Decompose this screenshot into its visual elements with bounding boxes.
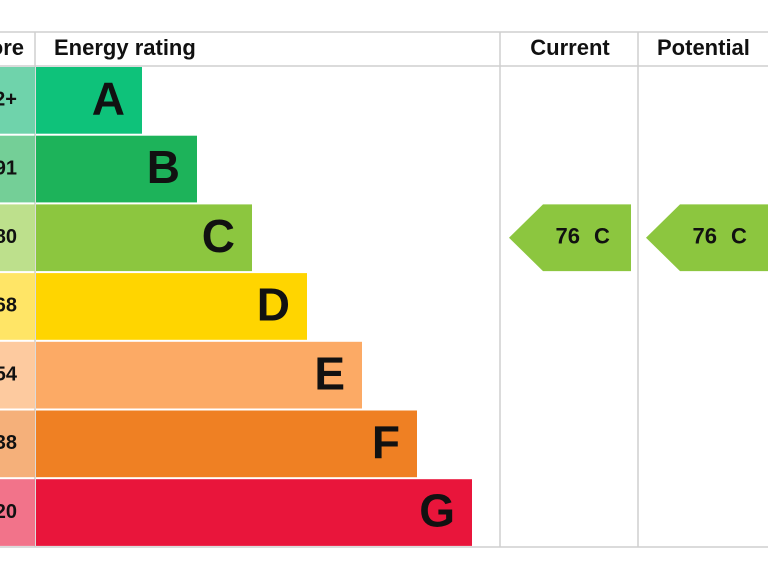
score-range: 81-91 — [0, 157, 17, 179]
score-range: 1-20 — [0, 501, 17, 523]
band-letter: A — [92, 73, 125, 125]
potential-arrow — [646, 204, 768, 272]
score-range: 92+ — [0, 89, 17, 111]
rating-bar — [36, 135, 197, 203]
current-arrow — [509, 204, 631, 272]
score-cell — [0, 67, 35, 134]
score-cell — [0, 204, 35, 272]
band-letter: B — [147, 141, 180, 193]
rating-bar — [36, 341, 362, 409]
current-band: C — [594, 224, 610, 249]
band-letter: G — [419, 485, 455, 537]
rating-header: Energy rating — [54, 35, 196, 60]
score-range: 21-38 — [0, 432, 17, 454]
band-letter: C — [202, 210, 235, 262]
score-range: 69-80 — [0, 226, 17, 248]
rating-bar — [36, 67, 142, 134]
potential-band: C — [731, 224, 747, 249]
current-score: 76 — [556, 224, 580, 249]
rating-bar — [36, 273, 307, 340]
potential-header: Potential — [657, 35, 750, 60]
score-range: 55-68 — [0, 295, 17, 317]
score-header: Score — [0, 35, 24, 60]
band-letter: E — [314, 347, 345, 399]
score-cell — [0, 341, 35, 409]
rating-bar — [36, 204, 252, 272]
rating-bar — [36, 479, 472, 546]
potential-score: 76 — [693, 224, 717, 249]
score-cell — [0, 135, 35, 203]
score-cell — [0, 273, 35, 340]
score-cell — [0, 479, 35, 546]
band-letter: D — [257, 279, 290, 331]
current-header: Current — [530, 35, 610, 60]
score-cell — [0, 410, 35, 478]
rating-bar — [36, 410, 417, 478]
score-range: 39-54 — [0, 363, 18, 385]
band-letter: F — [372, 416, 400, 468]
